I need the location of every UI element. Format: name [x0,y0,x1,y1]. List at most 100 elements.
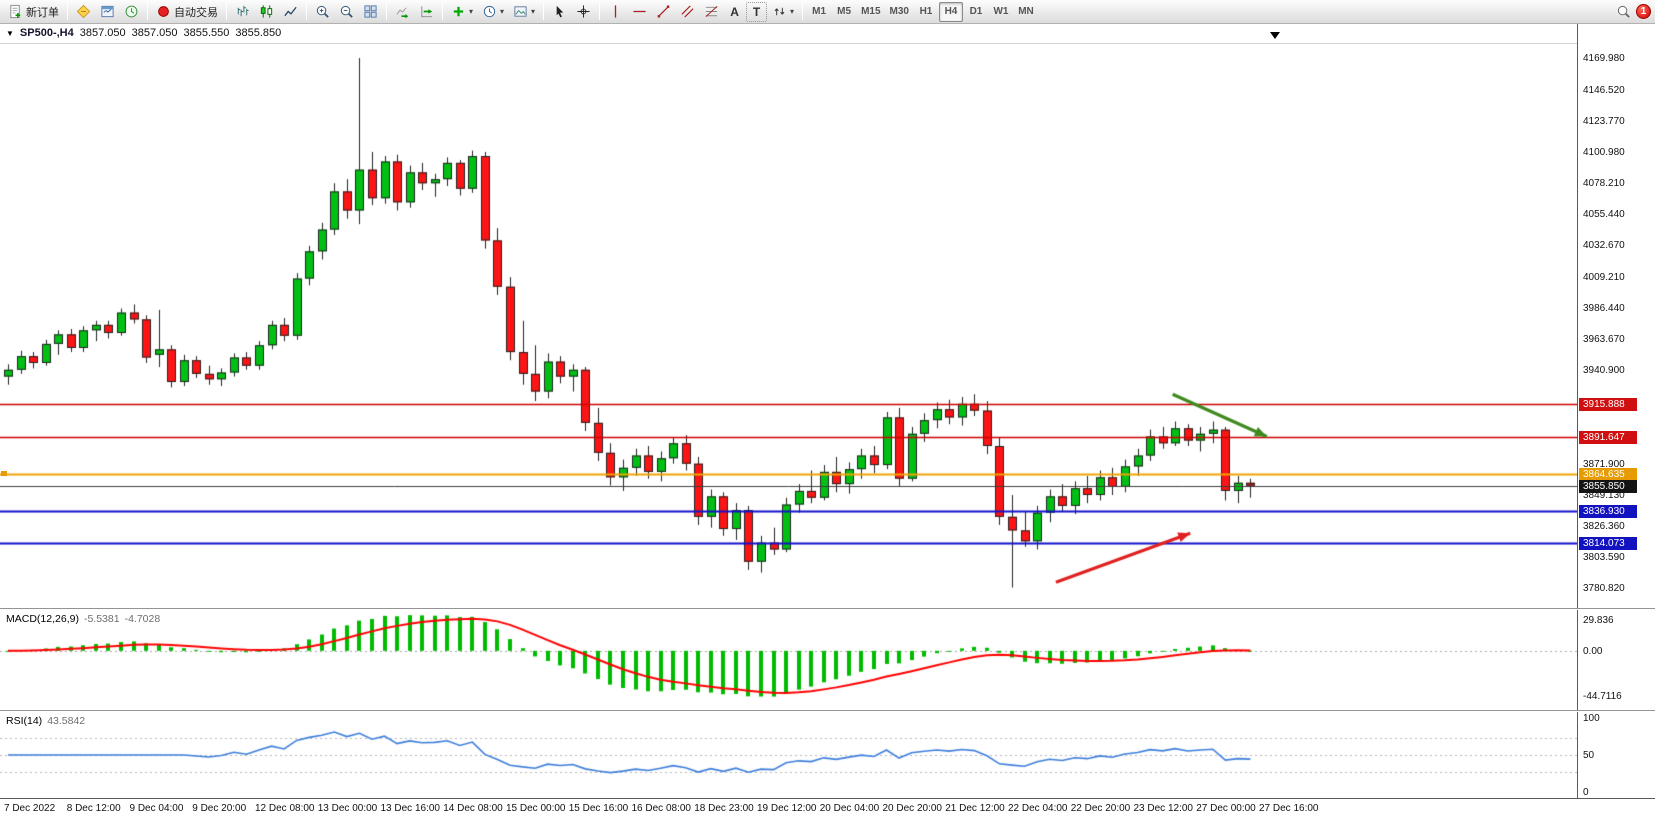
channel-button[interactable] [676,2,699,22]
pane-splitter[interactable] [0,710,1655,712]
fibonacci-button[interactable] [700,2,723,22]
indicators-button[interactable]: ▾ [447,2,477,22]
timeframe-button-m30[interactable]: M30 [886,2,913,22]
auto-scroll-button[interactable] [391,2,414,22]
templates-button[interactable]: ▾ [509,2,539,22]
bar-chart-button[interactable] [231,2,254,22]
time-axis-label: 27 Dec 00:00 [1196,803,1256,814]
time-axis-label: 13 Dec 00:00 [317,803,378,814]
crosshair-button[interactable] [572,2,595,22]
horizontal-line-icon [632,4,647,19]
market-watch-icon [100,4,115,19]
chart-title: ▼ SP500-,H4 3857.050 3857.050 3855.550 3… [6,27,281,39]
time-axis-label: 20 Dec 20:00 [882,803,943,814]
separator [543,3,545,20]
trendline-icon [656,4,671,19]
timeframe-button-m5[interactable]: M5 [832,2,856,22]
horizontal-line-button[interactable] [628,2,651,22]
price-axis-label: 4100.980 [1583,146,1625,158]
auto-scroll-icon [395,4,410,19]
text-label-button[interactable]: T [746,1,768,22]
vertical-line-button[interactable] [604,2,627,22]
separator [599,3,601,20]
macd-axis-label: -44.7116 [1583,691,1622,703]
search-button[interactable] [1612,2,1635,22]
autotrading-button[interactable]: 自动交易 [152,2,222,22]
crosshair-icon [576,4,591,19]
macd-main-value: -5.5381 [83,613,120,625]
separator [386,3,387,20]
chart-area: ▼ SP500-,H4 3857.050 3857.050 3855.550 3… [0,24,1655,825]
line-chart-button[interactable] [279,2,302,22]
new-order-button[interactable]: 新订单 [4,2,63,22]
time-axis-label: 18 Dec 23:00 [694,803,754,814]
timeframe-button-m1[interactable]: M1 [807,2,831,22]
notification-badge[interactable]: 1 [1636,4,1651,19]
rsi-axis-label: 100 [1583,713,1600,724]
chevron-down-icon: ▾ [469,6,474,16]
timeframe-button-h1[interactable]: H1 [914,2,938,22]
timeframe-button-h4[interactable]: H4 [938,1,963,22]
timeframe-bar: M1 M5 M15 M30 H1 H4 D1 W1 MN [807,1,1038,22]
chevron-down-icon: ▾ [531,6,536,16]
new-order-label: 新订单 [26,6,59,19]
time-axis-label: 12 Dec 08:00 [255,803,315,814]
timeframe-button-w1[interactable]: W1 [989,2,1013,22]
open-value: 3857.050 [79,27,126,39]
price-axis-label: 3986.440 [1583,302,1625,314]
price-chart-canvas[interactable] [0,24,1577,608]
macd-canvas[interactable] [0,610,1577,710]
chevron-down-icon: ▾ [500,6,505,16]
rsi-name: RSI(14) [6,715,43,727]
orange-line-handle[interactable] [1,471,7,476]
pane-splitter[interactable] [0,608,1655,610]
metaeditor-button[interactable] [72,2,95,22]
periods-button[interactable]: ▾ [478,2,508,22]
vertical-line-icon [608,4,623,19]
timeframe-button-m15[interactable]: M15 [857,2,884,22]
cursor-button[interactable] [548,2,571,22]
timeframe-button-mn[interactable]: MN [1014,2,1038,22]
macd-label: MACD(12,26,9) -5.5381 -4.7028 [6,613,160,625]
rsi-canvas[interactable] [0,712,1577,798]
arrows-tool-button[interactable]: ▾ [768,2,798,22]
text-button[interactable]: A [724,2,745,22]
rsi-value: 43.5842 [47,715,86,727]
price-tag: 3915.888 [1579,397,1637,411]
time-axis-label: 21 Dec 12:00 [945,803,1005,814]
time-axis-label: 9 Dec 04:00 [129,803,184,814]
collapse-triangle-icon[interactable] [1270,32,1280,39]
price-tag: 3891.647 [1579,430,1637,444]
tile-windows-icon [363,4,378,19]
trendline-button[interactable] [652,2,675,22]
price-axis-label: 4078.210 [1583,177,1625,189]
time-axis-label: 27 Dec 16:00 [1259,803,1319,814]
close-value: 3855.850 [235,27,282,39]
market-watch-button[interactable] [96,2,119,22]
chart-shift-button[interactable] [415,2,438,22]
time-axis-label: 9 Dec 20:00 [192,803,247,814]
candlestick-button[interactable] [255,2,278,22]
price-axis-label: 3803.590 [1583,551,1625,563]
timeframe-button-d1[interactable]: D1 [964,2,988,22]
price-axis-label: 4032.670 [1583,239,1625,251]
macd-name: MACD(12,26,9) [6,613,79,625]
price-axis[interactable]: 4169.980 4146.520 4123.770 4100.980 4078.210… [1577,24,1655,825]
macd-axis-label: 0.00 [1583,645,1603,657]
time-axis-label: 13 Dec 16:00 [380,803,441,814]
zoom-out-button[interactable] [335,2,358,22]
symbol-dropdown-icon[interactable]: ▼ [6,28,14,38]
separator [147,3,148,20]
price-axis-label: 3826.360 [1583,520,1625,532]
zoom-in-button[interactable] [311,2,334,22]
low-value: 3855.550 [183,27,230,39]
line-chart-icon [283,4,298,19]
price-tag: 3855.850 [1579,479,1637,493]
cursor-icon [552,4,567,19]
strategy-tester-button[interactable] [120,2,143,22]
price-axis-label: 4169.980 [1583,53,1625,65]
separator [306,3,307,20]
tile-windows-button[interactable] [359,2,382,22]
separator [442,3,443,20]
time-axis[interactable]: 7 Dec 2022 8 Dec 12:00 9 Dec 04:00 9 Dec 20… [0,798,1655,825]
